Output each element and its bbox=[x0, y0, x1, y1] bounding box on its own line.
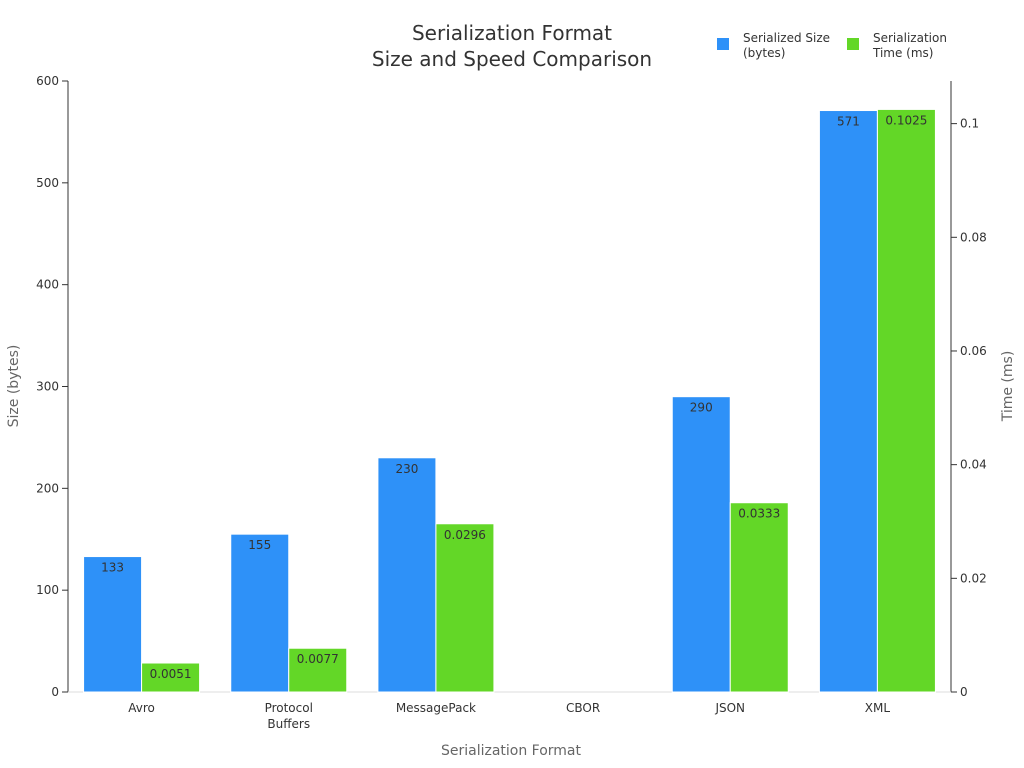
x-tick-label: Protocol Buffers bbox=[265, 701, 313, 731]
legend: Serialized Size (bytes) Serialization Time … bbox=[717, 31, 947, 60]
time-bar bbox=[288, 647, 348, 693]
right-tick-label: 0.04 bbox=[960, 458, 987, 472]
time-bar bbox=[435, 523, 495, 693]
right-tick-label: 0.1 bbox=[960, 117, 979, 131]
right-tick-label: 0.06 bbox=[960, 344, 987, 358]
left-tick-label: 500 bbox=[36, 176, 59, 190]
right-tick-label: 0.02 bbox=[960, 571, 987, 585]
size-bar-label: 230 bbox=[395, 462, 418, 476]
legend-label-time: Serialization Time (ms) bbox=[872, 31, 947, 60]
legend-label-size: Serialized Size (bytes) bbox=[743, 31, 830, 60]
left-tick-label: 100 bbox=[36, 583, 59, 597]
left-axis-label: Size (bytes) bbox=[6, 345, 22, 428]
time-bar-label: 0.0077 bbox=[297, 652, 339, 666]
size-bar-label: 290 bbox=[690, 401, 713, 415]
x-tick-label: Avro bbox=[128, 701, 155, 715]
size-bar bbox=[230, 533, 290, 693]
legend-swatch-time bbox=[847, 38, 859, 50]
time-bar bbox=[729, 502, 789, 693]
right-tick-label: 0.08 bbox=[960, 230, 987, 244]
left-tick-label: 400 bbox=[36, 278, 59, 292]
size-bar bbox=[671, 396, 731, 693]
size-bar-label: 571 bbox=[837, 115, 860, 129]
left-tick-label: 200 bbox=[36, 481, 59, 495]
left-tick-label: 300 bbox=[36, 380, 59, 394]
left-tick-label: 0 bbox=[51, 685, 59, 699]
time-bar-label: 0.0333 bbox=[738, 507, 780, 521]
x-tick-label: CBOR bbox=[566, 701, 600, 715]
time-bar-label: 0.1025 bbox=[885, 113, 927, 127]
size-bar bbox=[83, 556, 143, 693]
chart-title-line: Serialization Format bbox=[412, 21, 612, 45]
right-axis-label: Time (ms) bbox=[1000, 351, 1016, 423]
size-bar-label: 155 bbox=[248, 538, 271, 552]
chart-title-line: Size and Speed Comparison bbox=[372, 47, 652, 71]
x-axis-label: Serialization Format bbox=[441, 743, 582, 759]
time-bar-label: 0.0051 bbox=[150, 667, 192, 681]
size-bar-label: 133 bbox=[101, 561, 124, 575]
size-bar bbox=[377, 457, 437, 693]
size-bar bbox=[818, 110, 878, 693]
right-tick-label: 0 bbox=[960, 685, 968, 699]
x-tick-label: XML bbox=[865, 701, 891, 715]
x-tick-label: MessagePack bbox=[396, 701, 476, 715]
left-tick-label: 600 bbox=[36, 74, 59, 88]
legend-swatch-size bbox=[717, 38, 729, 50]
time-bar bbox=[141, 662, 201, 693]
axes: 0 100 200 300 400 500 600 0 0.02 0.04 0.06 0.08 0.1 S… bbox=[6, 74, 1016, 759]
time-bar-label: 0.0296 bbox=[444, 528, 486, 542]
x-tick-label: JSON bbox=[714, 701, 745, 715]
time-bar bbox=[876, 108, 936, 693]
bars: Avro 133 0.0051 Protocol Buffers 155 0.0077 Mes… bbox=[83, 108, 936, 731]
